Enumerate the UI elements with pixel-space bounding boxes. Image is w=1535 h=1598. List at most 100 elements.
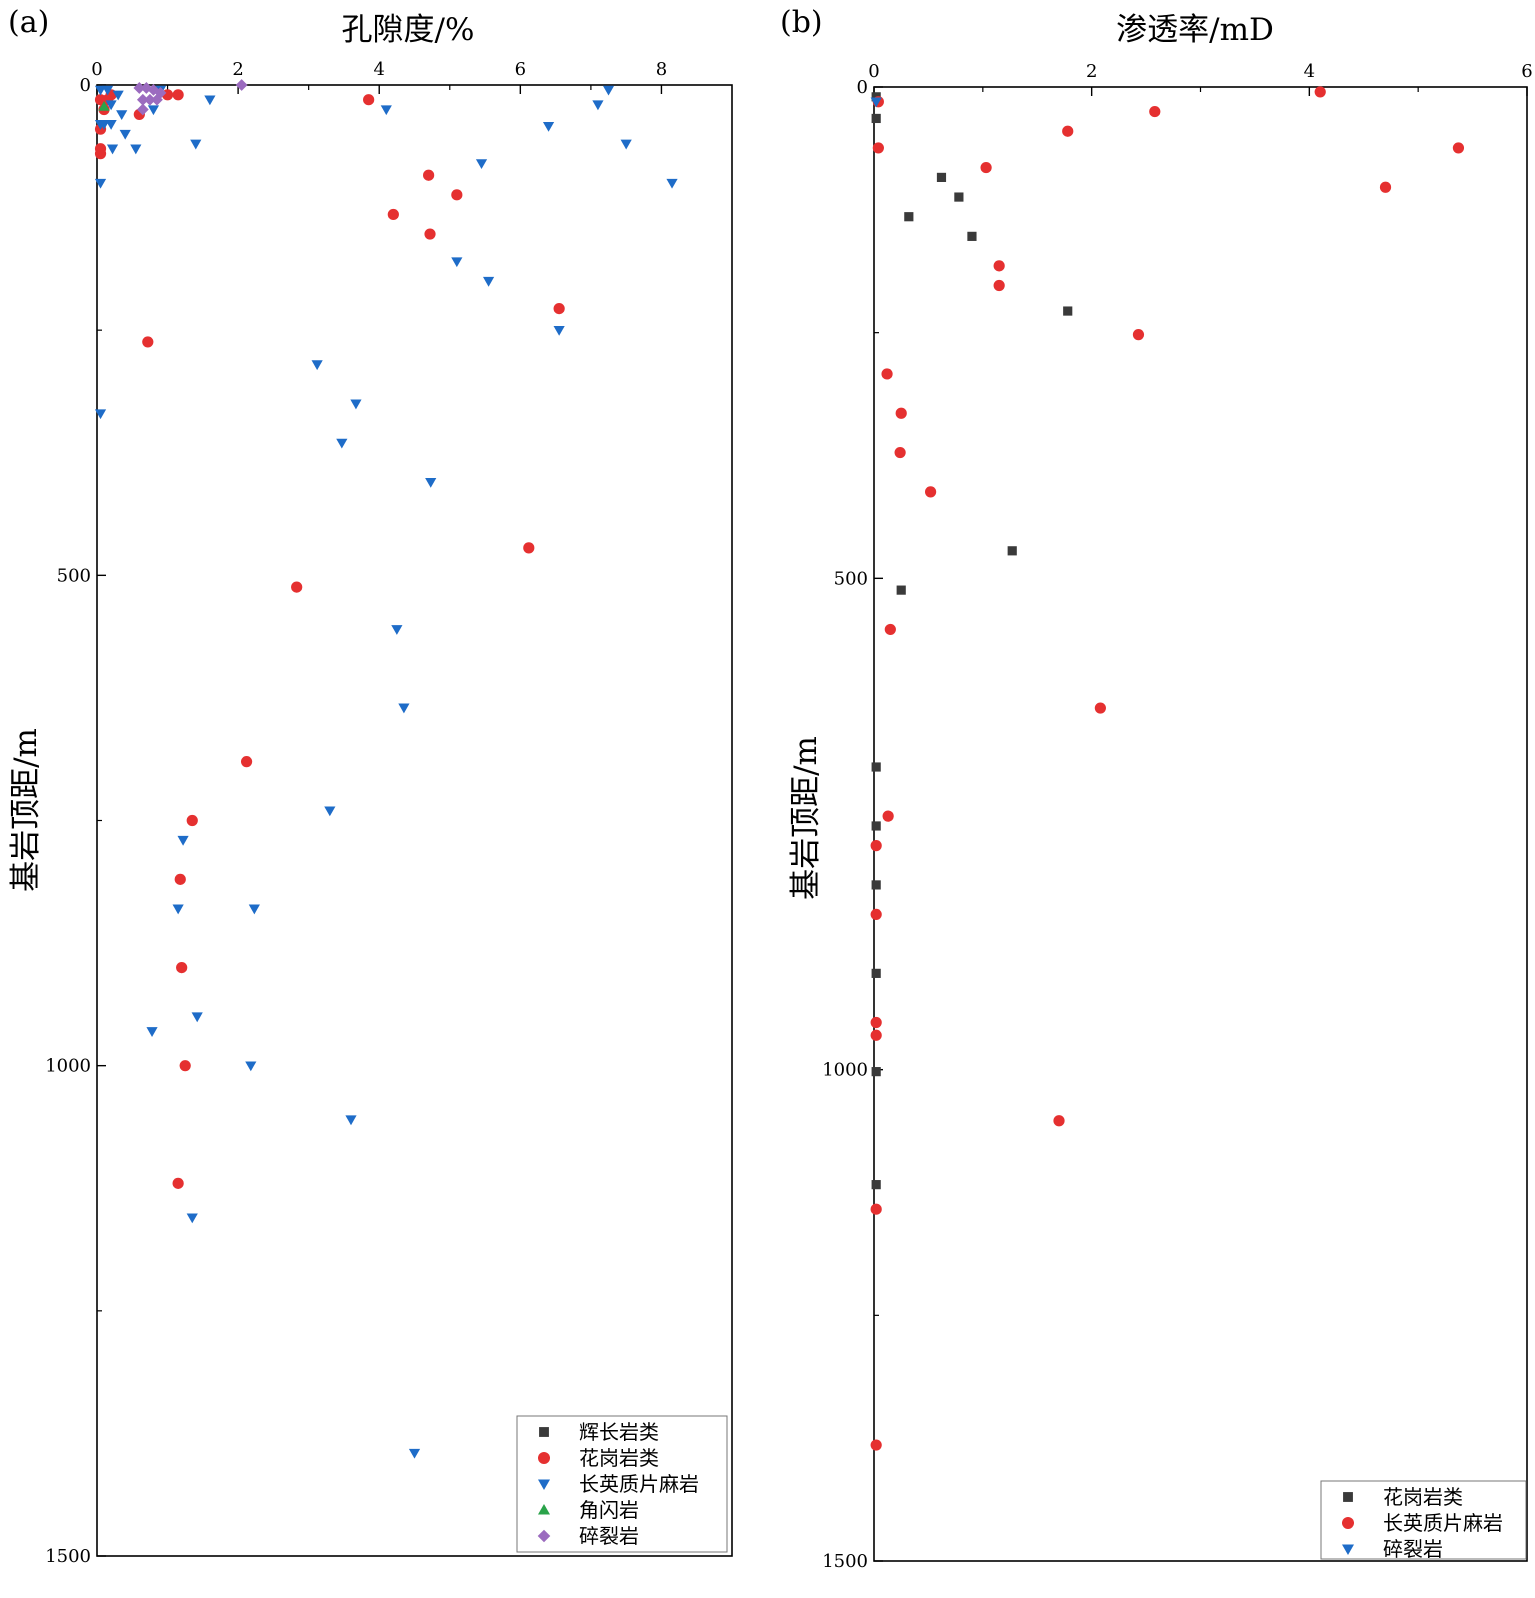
data-point xyxy=(870,1029,882,1041)
data-point xyxy=(553,302,565,315)
legend-label: 辉长岩类 xyxy=(579,1420,659,1444)
data-point xyxy=(884,623,896,636)
data-point xyxy=(1063,306,1073,316)
data-point xyxy=(172,1177,184,1189)
x-tick-label: 2 xyxy=(1086,61,1097,82)
legend-marker xyxy=(539,1427,549,1437)
panel-a-x-axis-title: 孔隙度/% xyxy=(342,12,475,48)
data-point xyxy=(871,968,881,978)
data-point xyxy=(116,110,128,121)
series-circle xyxy=(94,89,565,1189)
x-tick-label: 0 xyxy=(868,61,879,82)
data-point xyxy=(235,79,248,91)
data-point xyxy=(391,625,403,635)
data-point xyxy=(423,169,435,181)
panel-a-points xyxy=(94,79,678,1459)
panel-b-points xyxy=(870,86,1465,1451)
data-point xyxy=(112,90,124,101)
y-tick-label: 500 xyxy=(834,568,868,589)
data-point xyxy=(94,85,107,96)
data-point xyxy=(871,1180,881,1190)
data-point xyxy=(98,100,110,111)
data-point xyxy=(666,178,678,189)
data-point xyxy=(186,814,198,827)
legend-label: 长英质片麻岩 xyxy=(1383,1511,1503,1535)
data-point xyxy=(144,93,156,106)
panel-b-y-axis-title: 基岩顶距/m xyxy=(788,736,824,900)
y-tick-label: 1000 xyxy=(45,1056,91,1077)
legend-marker xyxy=(1343,1492,1353,1502)
data-point xyxy=(993,260,1005,272)
data-point xyxy=(924,486,937,498)
data-point xyxy=(1149,105,1161,118)
data-point xyxy=(936,172,947,182)
data-point xyxy=(871,1067,881,1077)
data-point xyxy=(240,756,253,768)
data-point xyxy=(248,904,260,915)
data-point xyxy=(136,103,149,116)
panel-b-plot-frame xyxy=(873,86,1528,1562)
data-point xyxy=(324,806,336,817)
data-point xyxy=(136,93,149,106)
data-point xyxy=(147,105,160,116)
y-tick-label: 0 xyxy=(857,77,868,98)
series-diamond xyxy=(133,79,248,116)
panel-a-porosity: (a) 孔隙度/% 基岩顶距/m 0 2 4 6 8 0 500 1000 1500 辉长岩类花… xyxy=(8,5,733,1567)
panel-a-y-axis-title: 基岩顶距/m xyxy=(8,728,44,892)
data-point xyxy=(133,82,146,94)
legend-marker xyxy=(537,1529,551,1543)
data-point xyxy=(146,1027,158,1037)
x-tick-label: 4 xyxy=(373,59,384,80)
data-point xyxy=(523,542,535,554)
data-point xyxy=(179,1060,191,1072)
data-point xyxy=(172,904,184,915)
y-tick-label: 1000 xyxy=(822,1060,868,1081)
data-point xyxy=(105,100,117,111)
data-point xyxy=(151,93,163,106)
data-point xyxy=(871,880,881,890)
data-point xyxy=(592,100,604,111)
data-point xyxy=(967,231,977,241)
data-point xyxy=(311,360,323,371)
legend-label: 花岗岩类 xyxy=(579,1446,659,1470)
x-tick-label: 6 xyxy=(1521,61,1532,82)
legend-marker xyxy=(1342,1517,1354,1529)
data-point xyxy=(1007,546,1017,556)
data-point xyxy=(993,279,1005,292)
data-point xyxy=(177,835,189,846)
panel-b-legend-box xyxy=(1320,1480,1527,1560)
data-point xyxy=(190,139,202,150)
data-point xyxy=(451,189,463,201)
data-point xyxy=(186,1213,198,1224)
panel-a-legend-box xyxy=(516,1415,728,1553)
data-point xyxy=(106,144,119,155)
data-point xyxy=(176,962,188,974)
legend-label: 角闪岩 xyxy=(579,1498,639,1522)
data-point xyxy=(602,85,615,96)
series-square xyxy=(871,92,1073,1190)
data-point xyxy=(408,1448,421,1459)
data-point xyxy=(881,368,893,380)
legend-marker xyxy=(538,1452,550,1464)
data-point xyxy=(475,159,488,170)
data-point xyxy=(1314,86,1326,98)
data-point xyxy=(387,208,399,221)
data-point xyxy=(142,336,154,348)
data-point xyxy=(380,105,392,116)
data-point xyxy=(94,409,107,420)
data-point xyxy=(345,1115,357,1126)
y-tick-label: 500 xyxy=(57,565,91,586)
panel-b-ticks: 0 2 4 6 0 500 1000 1500 xyxy=(822,61,1533,1572)
panel-a-label: (a) xyxy=(8,5,49,40)
series-circle xyxy=(870,86,1465,1451)
legend-marker xyxy=(1342,1544,1354,1555)
data-point xyxy=(870,97,882,108)
data-point xyxy=(172,89,184,101)
data-point xyxy=(350,399,362,410)
legend-marker xyxy=(538,1504,550,1515)
legend-label: 碎裂岩 xyxy=(1383,1537,1443,1561)
panel-b-x-axis-title: 渗透率/mD xyxy=(1116,12,1274,48)
data-point xyxy=(980,161,992,174)
data-point xyxy=(451,257,463,268)
